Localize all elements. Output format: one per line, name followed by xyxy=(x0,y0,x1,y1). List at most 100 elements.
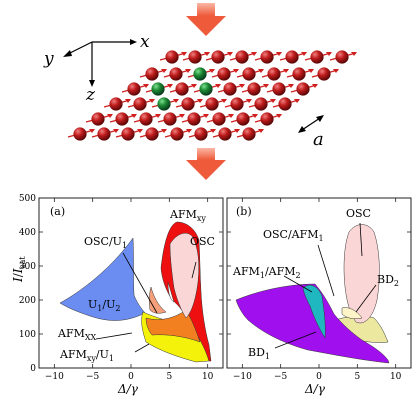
atom-lattice xyxy=(67,50,357,141)
atom-red xyxy=(260,112,274,126)
atom-red xyxy=(175,82,189,96)
atom-red xyxy=(73,127,87,141)
spin-arrow-head xyxy=(258,129,264,133)
spin-arrow-head xyxy=(333,69,339,73)
spin-arrow-head xyxy=(143,84,149,88)
atom-red xyxy=(242,67,256,81)
atom-red xyxy=(310,50,324,64)
atom-red xyxy=(133,97,147,111)
spin-arrow-head xyxy=(186,129,192,133)
region-afm1 xyxy=(235,283,390,364)
spin-arrow-head xyxy=(228,114,234,118)
region-bd2 xyxy=(341,307,363,320)
flow-arrow-middle xyxy=(186,148,226,180)
region-u1u2 xyxy=(59,237,146,321)
x-tick-label: 10 xyxy=(390,372,402,382)
atom-red xyxy=(236,112,250,126)
label-afm1-afm2: AFM1/AFM2 xyxy=(232,265,301,280)
atom-red xyxy=(317,67,331,81)
atom-red xyxy=(145,67,159,81)
spin-arrow-head xyxy=(161,129,167,133)
atom-green xyxy=(193,67,207,81)
region-osc-b xyxy=(343,224,380,324)
spin-arrow-head xyxy=(308,69,314,73)
x-tick-label: 0 xyxy=(316,372,322,382)
atom-red xyxy=(91,112,105,126)
spin-arrow-head xyxy=(173,99,179,103)
spin-arrow-head xyxy=(149,99,155,103)
x-tick-label: −10 xyxy=(45,372,64,382)
lattice-constant-arrow xyxy=(298,115,324,133)
atom-red xyxy=(296,82,310,96)
spin-arrow-head xyxy=(215,84,221,88)
x-tick-label: −5 xyxy=(274,372,288,382)
atom-red xyxy=(139,112,153,126)
atom-green xyxy=(157,97,171,111)
spin-arrow-head xyxy=(252,114,258,118)
y-tick-label: 200 xyxy=(19,296,36,306)
spin-arrow-head xyxy=(301,52,307,56)
atom-red xyxy=(292,67,306,81)
x-tick-label: 5 xyxy=(354,372,360,382)
label-bd2: BD2 xyxy=(377,273,399,288)
lattice-constant-label: a xyxy=(313,129,324,150)
spin-arrow-head xyxy=(210,129,216,133)
atom-red xyxy=(194,127,208,141)
x-tick-label: 5 xyxy=(166,372,172,382)
spin-arrow-head xyxy=(283,69,289,73)
region-afmxx xyxy=(145,309,201,343)
spin-arrow-head xyxy=(221,99,227,103)
panel-a-label: (a) xyxy=(50,205,65,218)
spin-arrow-head xyxy=(233,69,239,73)
atom-red xyxy=(170,127,184,141)
x-axis-title-a: Δ/γ xyxy=(117,382,139,396)
atom-red xyxy=(188,50,202,64)
label-osc-a: OSC xyxy=(190,235,215,248)
spin-arrow-head xyxy=(137,129,143,133)
atom-red xyxy=(230,97,244,111)
x-axis-label: x xyxy=(140,32,150,52)
spin-arrow-head xyxy=(351,52,357,56)
region-osc xyxy=(169,233,199,319)
atom-red xyxy=(169,67,183,81)
x-tick-label: −5 xyxy=(86,372,100,382)
atom-red xyxy=(109,97,123,111)
spin-arrow-head xyxy=(276,114,282,118)
region-osc-u1 xyxy=(149,286,167,314)
region-osc-notch xyxy=(167,281,175,303)
x-axis-title-b: Δ/γ xyxy=(304,382,326,396)
spin-arrow-head xyxy=(258,69,264,73)
spin-arrow-head xyxy=(161,69,167,73)
spin-arrow-head xyxy=(227,52,233,56)
spin-arrow-head xyxy=(312,84,318,88)
spin-arrow-head xyxy=(276,52,282,56)
x-tick-label: −10 xyxy=(233,372,252,382)
spin-arrow-head xyxy=(167,84,173,88)
spin-arrow-head xyxy=(251,52,257,56)
label-afmxy: AFMxy xyxy=(169,208,206,223)
y-tick-label: 300 xyxy=(19,262,36,272)
atom-red xyxy=(115,112,129,126)
panel-b-label: (b) xyxy=(236,205,252,218)
atom-red xyxy=(205,97,219,111)
spin-arrow-head xyxy=(89,129,95,133)
spin-arrow-head xyxy=(246,99,252,103)
atom-red xyxy=(121,127,135,141)
spin-arrow-head xyxy=(203,114,209,118)
atom-red xyxy=(145,127,159,141)
flow-arrow-top xyxy=(186,3,226,36)
atom-red xyxy=(254,97,268,111)
spin-arrow-head xyxy=(326,52,332,56)
spin-arrow-head xyxy=(185,69,191,73)
spin-arrow-head xyxy=(288,84,294,88)
z-axis-label: z xyxy=(85,85,96,105)
atom-red xyxy=(165,50,179,64)
x-tick-label: 10 xyxy=(202,372,214,382)
atom-red xyxy=(285,50,299,64)
atom-red xyxy=(242,127,256,141)
atom-red xyxy=(235,50,249,64)
y-axis-label: y xyxy=(43,49,54,69)
atom-red xyxy=(181,97,195,111)
atom-green xyxy=(151,82,165,96)
